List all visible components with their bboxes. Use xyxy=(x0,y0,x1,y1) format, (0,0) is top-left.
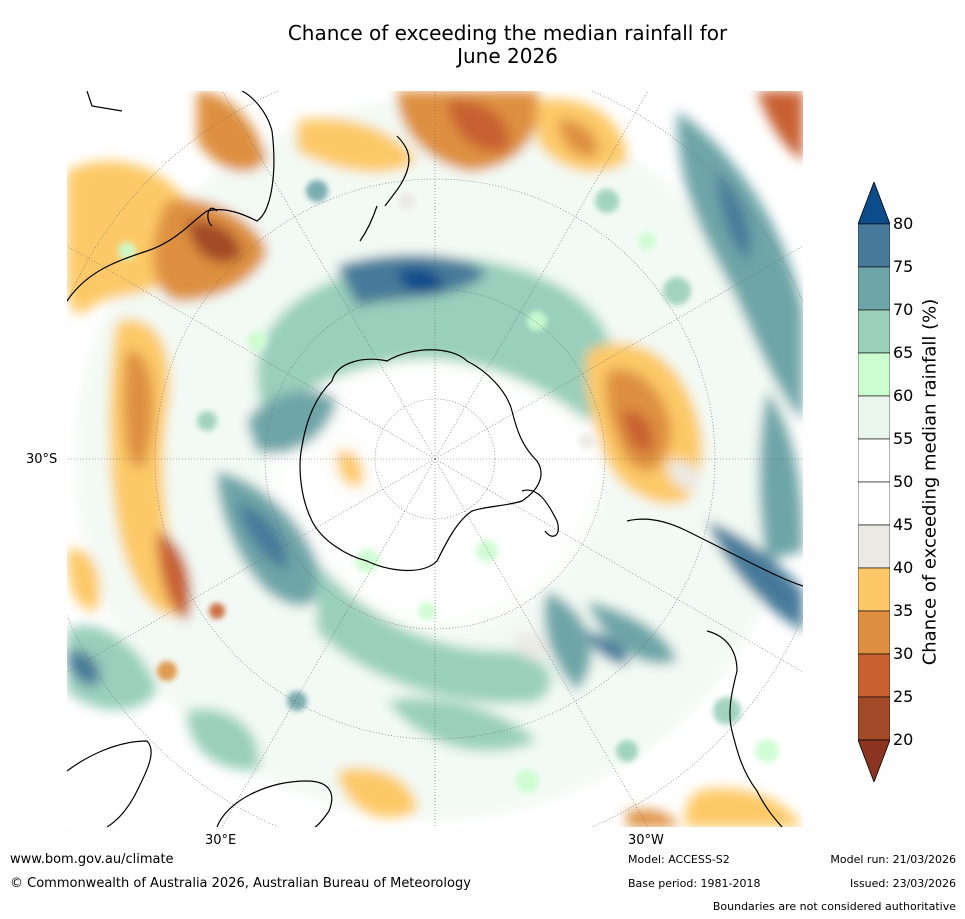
australia-coastline xyxy=(67,91,275,302)
colorbar-tick-label: 25 xyxy=(893,687,914,706)
south-america-coastline xyxy=(626,518,803,587)
colorbar-tick-label: 45 xyxy=(893,515,914,534)
footer-issued: Issued: 23/03/2026 xyxy=(849,877,956,890)
colorbar-tick-label: 70 xyxy=(893,300,914,319)
colorbar-tick-label: 65 xyxy=(893,343,914,362)
graticule xyxy=(67,91,803,827)
colorbar-segment xyxy=(858,223,890,268)
footer-disclaimer: Boundaries are not considered authoritat… xyxy=(712,900,956,913)
rainfall-probability-map xyxy=(67,91,803,827)
footer-copyright: © Commonwealth of Australia 2026, Austra… xyxy=(10,876,471,891)
colorbar-segment xyxy=(858,438,890,483)
footer-model-run: Model run: 21/03/2026 xyxy=(830,853,956,866)
lat-label-30s: 30°S xyxy=(26,452,58,467)
colorbar-tick-label: 55 xyxy=(893,429,914,448)
colorbar-segment xyxy=(858,610,890,655)
colorbar-tick-label: 30 xyxy=(893,644,914,663)
colorbar-segment xyxy=(858,395,890,440)
colorbar-title: Chance of exceeding median rainfall (%) xyxy=(919,298,941,666)
colorbar-segment xyxy=(858,567,890,612)
colorbar-segment xyxy=(858,524,890,569)
colorbar-segment xyxy=(858,266,890,311)
coastlines xyxy=(67,91,803,827)
colorbar-extend-top xyxy=(858,182,890,225)
africa-coastline xyxy=(67,740,152,827)
colorbar-tick-label: 60 xyxy=(893,386,914,405)
colorbar-tick-label: 80 xyxy=(893,214,914,233)
colorbar-segment xyxy=(858,481,890,526)
colorbar-tick-label: 50 xyxy=(893,472,914,491)
colorbar-tick-label: 40 xyxy=(893,558,914,577)
title-line-1: Chance of exceeding the median rainfall … xyxy=(287,21,728,45)
colorbar-segment xyxy=(858,696,890,741)
colorbar-extend-bottom xyxy=(858,739,890,782)
lon-label-30e: 30°E xyxy=(205,833,237,848)
antarctica-coastline xyxy=(299,349,542,572)
colorbar-segment xyxy=(858,352,890,397)
colorbar-tick-label: 20 xyxy=(893,730,914,749)
new-zealand-coastline xyxy=(384,135,410,207)
lon-label-30w: 30°W xyxy=(628,833,664,848)
colorbar-segment xyxy=(858,309,890,354)
footer-url[interactable]: www.bom.gov.au/climate xyxy=(10,852,174,867)
colorbar-tick-label: 35 xyxy=(893,601,914,620)
chart-title: Chance of exceeding the median rainfall … xyxy=(230,22,785,68)
colorbar-tick-label: 75 xyxy=(893,257,914,276)
colorbar xyxy=(858,182,890,782)
title-line-2: June 2026 xyxy=(457,44,558,68)
footer-base-period: Base period: 1981-2018 xyxy=(628,877,761,890)
colorbar-segment xyxy=(858,653,890,698)
footer-model: Model: ACCESS-S2 xyxy=(628,853,730,866)
